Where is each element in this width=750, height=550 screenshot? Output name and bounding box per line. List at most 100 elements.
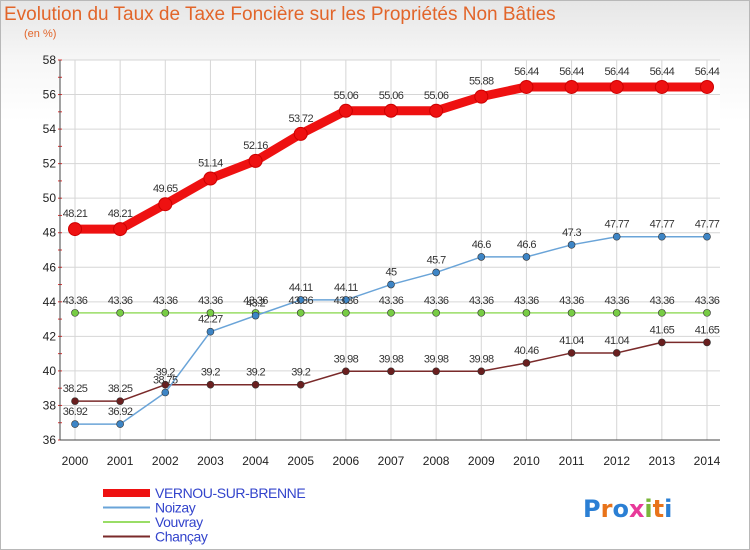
data-point bbox=[700, 79, 714, 94]
data-point bbox=[564, 79, 579, 94]
data-point bbox=[248, 153, 263, 168]
x-tick-label: 2007 bbox=[378, 454, 405, 468]
data-point bbox=[612, 349, 621, 357]
data-label: 45 bbox=[385, 267, 397, 279]
y-tick-label: 54 bbox=[43, 122, 57, 136]
data-label: 43.36 bbox=[379, 295, 404, 307]
data-point bbox=[161, 380, 170, 389]
y-tick-label: 36 bbox=[43, 433, 57, 447]
data-point bbox=[387, 367, 395, 376]
data-point bbox=[658, 309, 666, 317]
series-layer bbox=[68, 79, 714, 428]
x-tick-label: 2009 bbox=[468, 454, 495, 468]
data-label: 43.36 bbox=[604, 295, 629, 307]
data-point bbox=[519, 79, 534, 94]
x-tick-label: 2013 bbox=[649, 454, 676, 468]
unit-label: (en %) bbox=[24, 28, 57, 40]
data-label: 42.27 bbox=[198, 314, 223, 326]
data-label: 47.77 bbox=[695, 219, 720, 231]
data-point bbox=[206, 380, 215, 389]
data-point bbox=[161, 388, 170, 397]
x-tick-label: 2003 bbox=[197, 454, 224, 468]
data-point bbox=[658, 232, 666, 241]
page-title: Evolution du Taux de Taxe Foncière sur l… bbox=[4, 4, 556, 25]
data-point bbox=[654, 79, 669, 94]
data-point bbox=[429, 103, 444, 118]
data-label: 47.77 bbox=[604, 219, 629, 231]
data-label: 39.98 bbox=[334, 353, 359, 365]
data-point bbox=[338, 103, 353, 118]
x-tick-label: 2001 bbox=[107, 454, 134, 468]
data-label: 43.36 bbox=[424, 295, 449, 307]
data-point bbox=[296, 309, 305, 317]
data-label: 43.36 bbox=[514, 295, 539, 307]
data-point bbox=[609, 79, 624, 94]
data-point bbox=[342, 367, 350, 376]
data-point bbox=[567, 349, 576, 357]
data-point bbox=[432, 268, 440, 277]
data-label: 48.21 bbox=[108, 208, 133, 220]
data-point bbox=[474, 89, 489, 104]
data-label: 47.3 bbox=[562, 227, 581, 239]
data-label: 39.98 bbox=[379, 353, 404, 365]
plot-area bbox=[60, 60, 720, 440]
data-point bbox=[703, 338, 711, 347]
data-label: 43.36 bbox=[198, 295, 223, 307]
data-labels: 48.21 48.21 49.65 51.14 52.16 53.72 55.06 55.06… bbox=[63, 66, 721, 418]
data-point bbox=[71, 309, 79, 317]
data-point bbox=[251, 311, 260, 320]
data-label: 56.44 bbox=[559, 66, 584, 78]
y-tick-label: 38 bbox=[43, 398, 57, 412]
data-point bbox=[703, 232, 711, 241]
data-point bbox=[158, 197, 173, 212]
data-label: 39.2 bbox=[291, 367, 310, 379]
data-point bbox=[71, 420, 79, 428]
y-tick-label: 44 bbox=[43, 295, 57, 309]
data-point bbox=[116, 397, 124, 405]
data-label: 44.11 bbox=[334, 282, 358, 294]
logo-text: Proxiti bbox=[583, 495, 672, 523]
data-point bbox=[161, 309, 170, 317]
data-label: 47.77 bbox=[650, 219, 675, 231]
data-label: 43.36 bbox=[650, 295, 675, 307]
data-label: 55.06 bbox=[334, 90, 359, 102]
legend-label: Vouvray bbox=[155, 514, 203, 530]
x-tick-label: 2010 bbox=[513, 454, 540, 468]
y-tick-label: 48 bbox=[43, 226, 57, 240]
data-label: 36.92 bbox=[108, 406, 133, 418]
data-label: 56.44 bbox=[695, 66, 720, 78]
y-tick-label: 46 bbox=[43, 260, 57, 274]
data-point bbox=[567, 241, 576, 249]
data-point bbox=[384, 103, 398, 118]
data-label: 43.36 bbox=[288, 295, 313, 307]
y-tick-label: 50 bbox=[43, 191, 57, 205]
data-label: 43.36 bbox=[334, 295, 359, 307]
data-point bbox=[522, 359, 531, 367]
data-point bbox=[206, 327, 215, 336]
data-label: 55.06 bbox=[424, 90, 449, 102]
x-tick-label: 2014 bbox=[694, 454, 721, 468]
data-label: 38.75 bbox=[153, 375, 178, 387]
data-label: 41.65 bbox=[650, 324, 675, 336]
data-label: 39.98 bbox=[424, 353, 449, 365]
x-tick-label: 2004 bbox=[242, 454, 269, 468]
data-label: 43.36 bbox=[108, 295, 133, 307]
data-label: 39.2 bbox=[201, 367, 220, 379]
data-point bbox=[68, 222, 82, 237]
y-tick-label: 52 bbox=[43, 157, 57, 171]
data-point bbox=[203, 171, 218, 186]
y-tick-label: 42 bbox=[43, 329, 57, 343]
data-point bbox=[296, 296, 305, 304]
data-label: 56.44 bbox=[650, 66, 675, 78]
data-point bbox=[477, 367, 486, 376]
data-label: 56.44 bbox=[604, 66, 629, 78]
data-point bbox=[432, 367, 440, 376]
data-label: 41.65 bbox=[695, 324, 720, 336]
x-tick-label: 2006 bbox=[333, 454, 360, 468]
y-tick-label: 58 bbox=[43, 53, 57, 67]
data-point bbox=[612, 232, 621, 241]
data-label: 41.04 bbox=[559, 335, 584, 347]
data-label: 46.6 bbox=[517, 239, 536, 251]
